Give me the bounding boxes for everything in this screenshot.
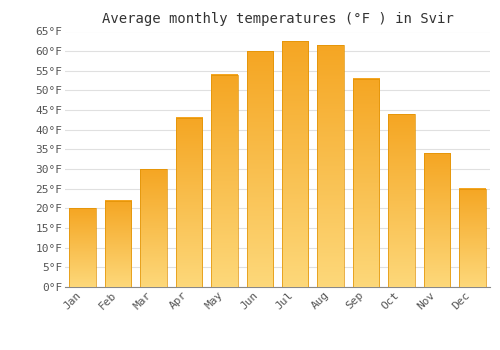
- Bar: [353, 79, 380, 287]
- Title: Average monthly temperatures (°F ) in Svir: Average monthly temperatures (°F ) in Sv…: [102, 12, 454, 26]
- Bar: [388, 114, 414, 287]
- Bar: [70, 208, 96, 287]
- Bar: [424, 153, 450, 287]
- Bar: [176, 118, 202, 287]
- Bar: [211, 75, 238, 287]
- Bar: [105, 201, 132, 287]
- Bar: [282, 41, 308, 287]
- Bar: [459, 189, 485, 287]
- Bar: [318, 45, 344, 287]
- Bar: [246, 51, 273, 287]
- Bar: [140, 169, 167, 287]
